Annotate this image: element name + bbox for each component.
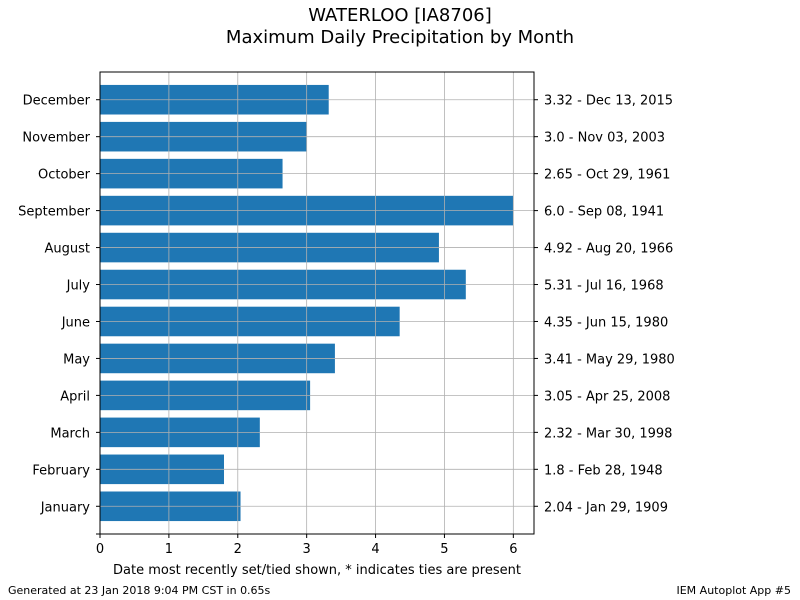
y-tick-label: April bbox=[60, 389, 90, 404]
y-tick-label: January bbox=[40, 500, 91, 515]
y-tick-label: February bbox=[32, 463, 90, 478]
app-footer: IEM Autoplot App #5 bbox=[676, 584, 791, 597]
x-tick-label: 6 bbox=[509, 542, 517, 557]
x-tick-label: 5 bbox=[440, 542, 448, 557]
bar-value-label: 3.32 - Dec 13, 2015 bbox=[544, 94, 673, 109]
y-tick-label: June bbox=[61, 315, 90, 330]
generated-footer: Generated at 23 Jan 2018 9:04 PM CST in … bbox=[8, 584, 271, 597]
chart-subtitle: Maximum Daily Precipitation by Month bbox=[225, 27, 575, 48]
plot-frame bbox=[99, 71, 535, 535]
bar-value-label: 5.31 - Jul 16, 1968 bbox=[544, 279, 664, 294]
chart-title: WATERLOO [IA8706] bbox=[308, 5, 492, 26]
bar-value-label: 2.65 - Oct 29, 1961 bbox=[544, 168, 670, 183]
bar-value-label: 6.0 - Sep 08, 1941 bbox=[544, 205, 664, 220]
y-tick-label: May bbox=[63, 352, 90, 367]
bar-value-label: 3.0 - Nov 03, 2003 bbox=[544, 131, 665, 146]
bar-value-label: 1.8 - Feb 28, 1948 bbox=[544, 463, 663, 478]
y-tick-label: October bbox=[38, 168, 91, 183]
bar-value-label: 4.35 - Jun 15, 1980 bbox=[544, 315, 668, 330]
x-axis-label: Date most recently set/tied shown, * ind… bbox=[113, 563, 521, 578]
x-tick-label: 4 bbox=[371, 542, 379, 557]
x-tick-label: 3 bbox=[303, 542, 311, 557]
bar-value-label: 3.41 - May 29, 1980 bbox=[544, 352, 675, 367]
bar-value-label: 3.05 - Apr 25, 2008 bbox=[544, 389, 670, 404]
x-tick-label: 1 bbox=[165, 542, 173, 557]
y-tick-label: September bbox=[18, 205, 91, 220]
x-tick-label: 0 bbox=[96, 542, 104, 557]
bar-value-label: 2.04 - Jan 29, 1909 bbox=[544, 500, 668, 515]
y-tick-label: November bbox=[22, 131, 90, 146]
y-tick-label: July bbox=[66, 279, 91, 294]
y-tick-label: March bbox=[50, 426, 90, 441]
bar-value-label: 2.32 - Mar 30, 1998 bbox=[544, 426, 672, 441]
y-tick-label: December bbox=[23, 94, 91, 109]
x-tick-label: 2 bbox=[234, 542, 242, 557]
bar-value-label: 4.92 - Aug 20, 1966 bbox=[544, 242, 673, 257]
y-tick-label: August bbox=[45, 242, 91, 257]
